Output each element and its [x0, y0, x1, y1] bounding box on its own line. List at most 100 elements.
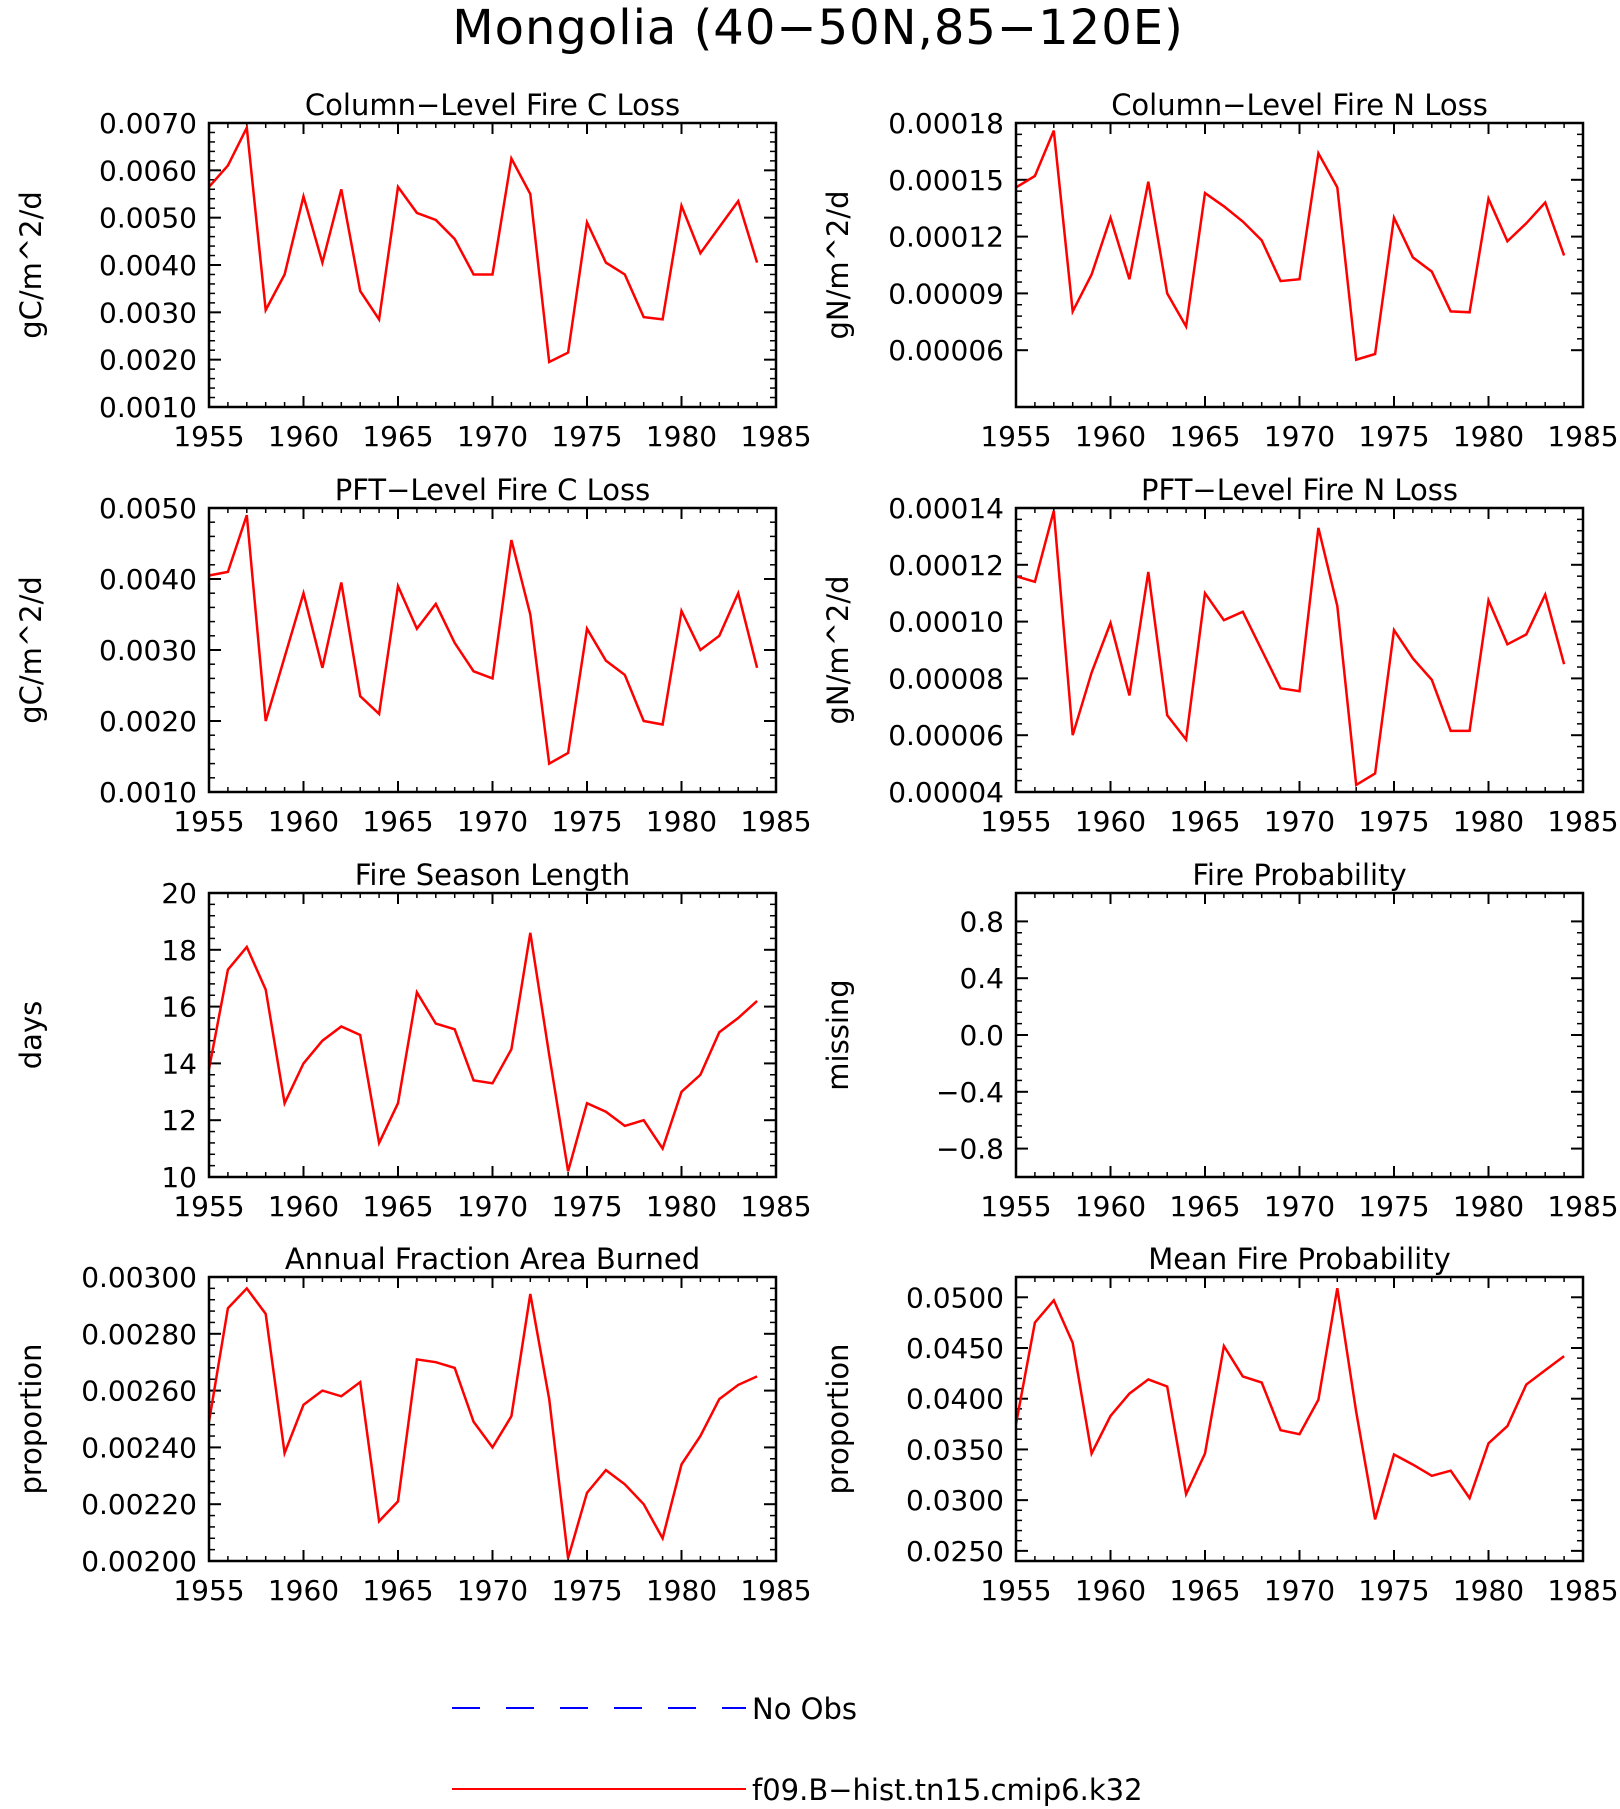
- x-tick-label: 1975: [1358, 805, 1429, 838]
- plot-frame: [1014, 121, 1585, 409]
- panel-title: Fire Probability: [1192, 858, 1406, 892]
- x-tick-label: 1980: [1453, 805, 1524, 838]
- y-tick-label: 0.0050: [99, 202, 197, 235]
- y-tick-label: 0.0010: [99, 391, 197, 424]
- series-line-1: [1015, 510, 1566, 787]
- x-tick-label: 1965: [1169, 420, 1240, 453]
- panels: 1955 1960 1965 1970 1975 1980 1985 0.0010 0.0020…: [14, 88, 1619, 1607]
- x-tick-label: 1965: [362, 805, 433, 838]
- panel-title: PFT−Level Fire N Loss: [1141, 473, 1458, 507]
- panel-7: 1955 1960 1965 1970 1975 1980 1985 0.00200 0.002…: [14, 1242, 812, 1607]
- plot-frame: [1014, 1275, 1585, 1563]
- x-tick-label: 1975: [1358, 1190, 1429, 1223]
- y-tick-label: 0.0250: [906, 1535, 1004, 1568]
- x-tick-label: 1985: [740, 1574, 811, 1607]
- y-tick-label: −0.4: [936, 1076, 1004, 1109]
- y-tick-label: 0.00260: [81, 1375, 197, 1408]
- x-tick-label: 1965: [362, 420, 433, 453]
- x-tick-label: 1975: [551, 1574, 622, 1607]
- x-tick-label: 1970: [1264, 1190, 1335, 1223]
- x-tick-label: 1975: [1358, 1574, 1429, 1607]
- x-tick-label: 1970: [1264, 1574, 1335, 1607]
- x-tick-label: 1960: [1075, 805, 1146, 838]
- y-tick-label: 12: [161, 1104, 197, 1137]
- x-tick-label: 1955: [980, 805, 1051, 838]
- x-tick-label: 1980: [1453, 1574, 1524, 1607]
- y-tick-label: 0.0: [959, 1019, 1004, 1052]
- y-axis-label: gC/m^2/d: [14, 191, 48, 339]
- series-line-1: [207, 932, 758, 1172]
- y-tick-label: 0.00300: [81, 1261, 197, 1294]
- x-tick-label: 1955: [173, 1574, 244, 1607]
- y-axis-label: days: [14, 1001, 48, 1069]
- panel-title: PFT−Level Fire C Loss: [335, 473, 651, 507]
- x-tick-label: 1955: [173, 1190, 244, 1223]
- legend: No Obs f09.B−hist.tn15.cmip6.k32: [452, 1692, 1143, 1807]
- y-tick-label: 0.00018: [888, 107, 1004, 140]
- series-line-1: [208, 123, 759, 364]
- x-tick-label: 1985: [1547, 805, 1618, 838]
- y-tick-label: 0.0500: [906, 1281, 1004, 1314]
- y-tick-label: 0.0070: [99, 107, 197, 140]
- y-tick-label: 0.00280: [81, 1318, 197, 1351]
- x-tick-label: 1970: [1264, 805, 1335, 838]
- x-tick-label: 1980: [646, 1574, 717, 1607]
- panel-title: Mean Fire Probability: [1148, 1242, 1451, 1276]
- y-tick-label: 0.0040: [99, 563, 197, 596]
- y-tick-label: 0.0350: [906, 1433, 1004, 1466]
- y-tick-label: 0.0020: [99, 705, 197, 738]
- y-tick-label: 0.00010: [888, 606, 1004, 639]
- series-line-1: [1015, 130, 1566, 362]
- y-axis-label: gC/m^2/d: [14, 576, 48, 724]
- y-tick-label: 0.0450: [906, 1332, 1004, 1365]
- y-tick-label: 0.00012: [888, 221, 1004, 254]
- y-tick-label: 0.0030: [99, 296, 197, 329]
- x-tick-label: 1960: [1075, 1190, 1146, 1223]
- x-tick-label: 1970: [457, 420, 528, 453]
- x-tick-label: 1975: [551, 1190, 622, 1223]
- x-tick-label: 1970: [1264, 420, 1335, 453]
- x-tick-label: 1975: [551, 805, 622, 838]
- x-tick-label: 1955: [980, 1574, 1051, 1607]
- x-tick-label: 1960: [1075, 420, 1146, 453]
- panel-title: Fire Season Length: [355, 858, 630, 892]
- main-title: Mongolia (40−50N,85−120E): [452, 0, 1184, 56]
- x-tick-label: 1980: [1453, 420, 1524, 453]
- x-tick-label: 1965: [1169, 1190, 1240, 1223]
- y-tick-label: 0.00240: [81, 1431, 197, 1464]
- y-tick-label: −0.8: [936, 1133, 1004, 1166]
- series-line-1: [207, 1286, 758, 1559]
- y-axis-label: missing: [821, 979, 855, 1090]
- y-tick-label: 0.0300: [906, 1484, 1004, 1517]
- x-tick-label: 1960: [268, 1190, 339, 1223]
- y-tick-label: 0.0400: [906, 1383, 1004, 1416]
- x-tick-label: 1970: [457, 1190, 528, 1223]
- y-tick-label: 0.0050: [99, 492, 197, 525]
- panel-title: Column−Level Fire N Loss: [1111, 88, 1488, 122]
- y-tick-label: 0.00004: [888, 776, 1004, 809]
- x-tick-label: 1985: [740, 420, 811, 453]
- x-tick-label: 1980: [646, 805, 717, 838]
- x-tick-label: 1965: [1169, 1574, 1240, 1607]
- panel-5: 1955 1960 1965 1970 1975 1980 1985 10 12 14 16 18 20…: [14, 858, 812, 1223]
- y-tick-label: 0.00012: [888, 549, 1004, 582]
- y-axis-label: proportion: [821, 1343, 855, 1494]
- y-tick-label: 10: [161, 1161, 197, 1194]
- y-tick-label: 0.4: [959, 962, 1004, 995]
- y-tick-label: 0.0020: [99, 344, 197, 377]
- y-tick-label: 0.00015: [888, 164, 1004, 197]
- y-tick-label: 0.00014: [888, 492, 1004, 525]
- panel-1: 1955 1960 1965 1970 1975 1980 1985 0.0010 0.0020…: [14, 88, 812, 453]
- y-tick-label: 0.00220: [81, 1488, 197, 1521]
- x-tick-label: 1975: [1358, 420, 1429, 453]
- plot-frame: [207, 121, 778, 409]
- x-tick-label: 1985: [740, 1190, 811, 1223]
- plot-frame: [207, 891, 778, 1179]
- series-line-1: [208, 514, 759, 766]
- legend-model-label: f09.B−hist.tn15.cmip6.k32: [752, 1773, 1143, 1807]
- panel-4: 1955 1960 1965 1970 1975 1980 1985 0.00004 0.000…: [821, 473, 1619, 838]
- panel-title: Annual Fraction Area Burned: [285, 1242, 700, 1276]
- y-axis-label: gN/m^2/d: [821, 190, 855, 339]
